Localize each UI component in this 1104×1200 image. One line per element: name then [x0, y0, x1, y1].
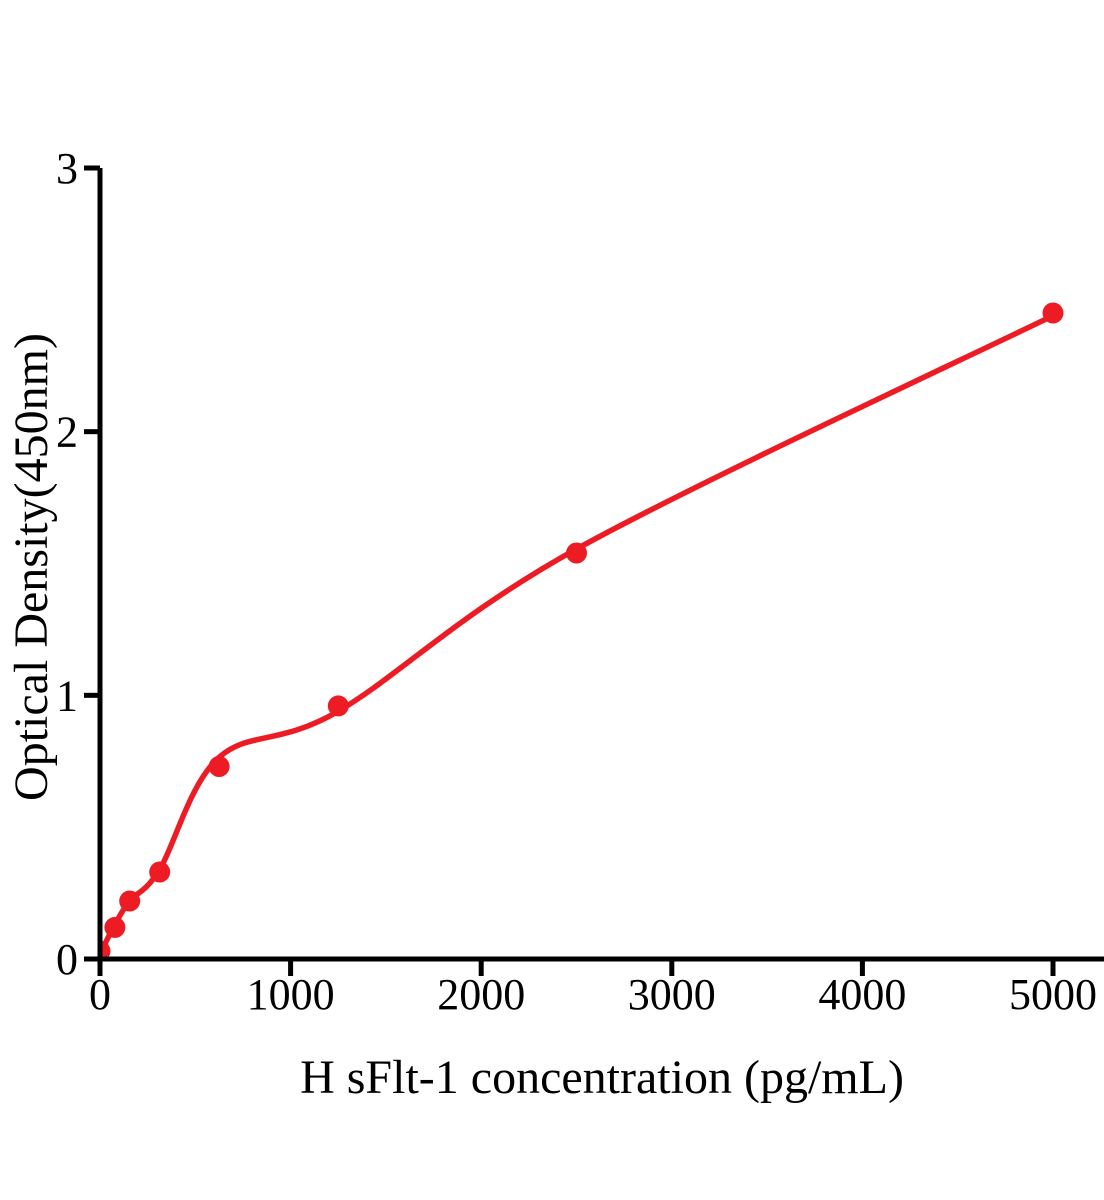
x-tick-label: 0: [89, 970, 111, 1019]
y-tick-label: 1: [56, 671, 78, 720]
x-axis-title: H sFlt-1 concentration (pg/mL): [300, 1051, 904, 1104]
data-point: [1042, 302, 1064, 324]
x-tick-label: 5000: [1009, 970, 1097, 1019]
y-tick-label: 3: [56, 144, 78, 193]
data-point: [104, 916, 126, 938]
data-point: [208, 756, 230, 777]
data-point: [119, 890, 141, 912]
data-point: [327, 695, 349, 717]
x-tick-label: 4000: [818, 970, 906, 1019]
y-tick-label: 2: [56, 408, 78, 457]
standard-curve-line: [97, 312, 1056, 957]
y-axis-title: Optical Density(450nm): [5, 333, 58, 801]
data-point: [149, 861, 171, 883]
y-tick-label: 0: [56, 935, 78, 984]
x-tick-label: 1000: [247, 970, 335, 1019]
x-tick-label: 2000: [437, 970, 525, 1019]
data-point: [566, 542, 587, 564]
x-tick-label: 3000: [628, 970, 716, 1019]
